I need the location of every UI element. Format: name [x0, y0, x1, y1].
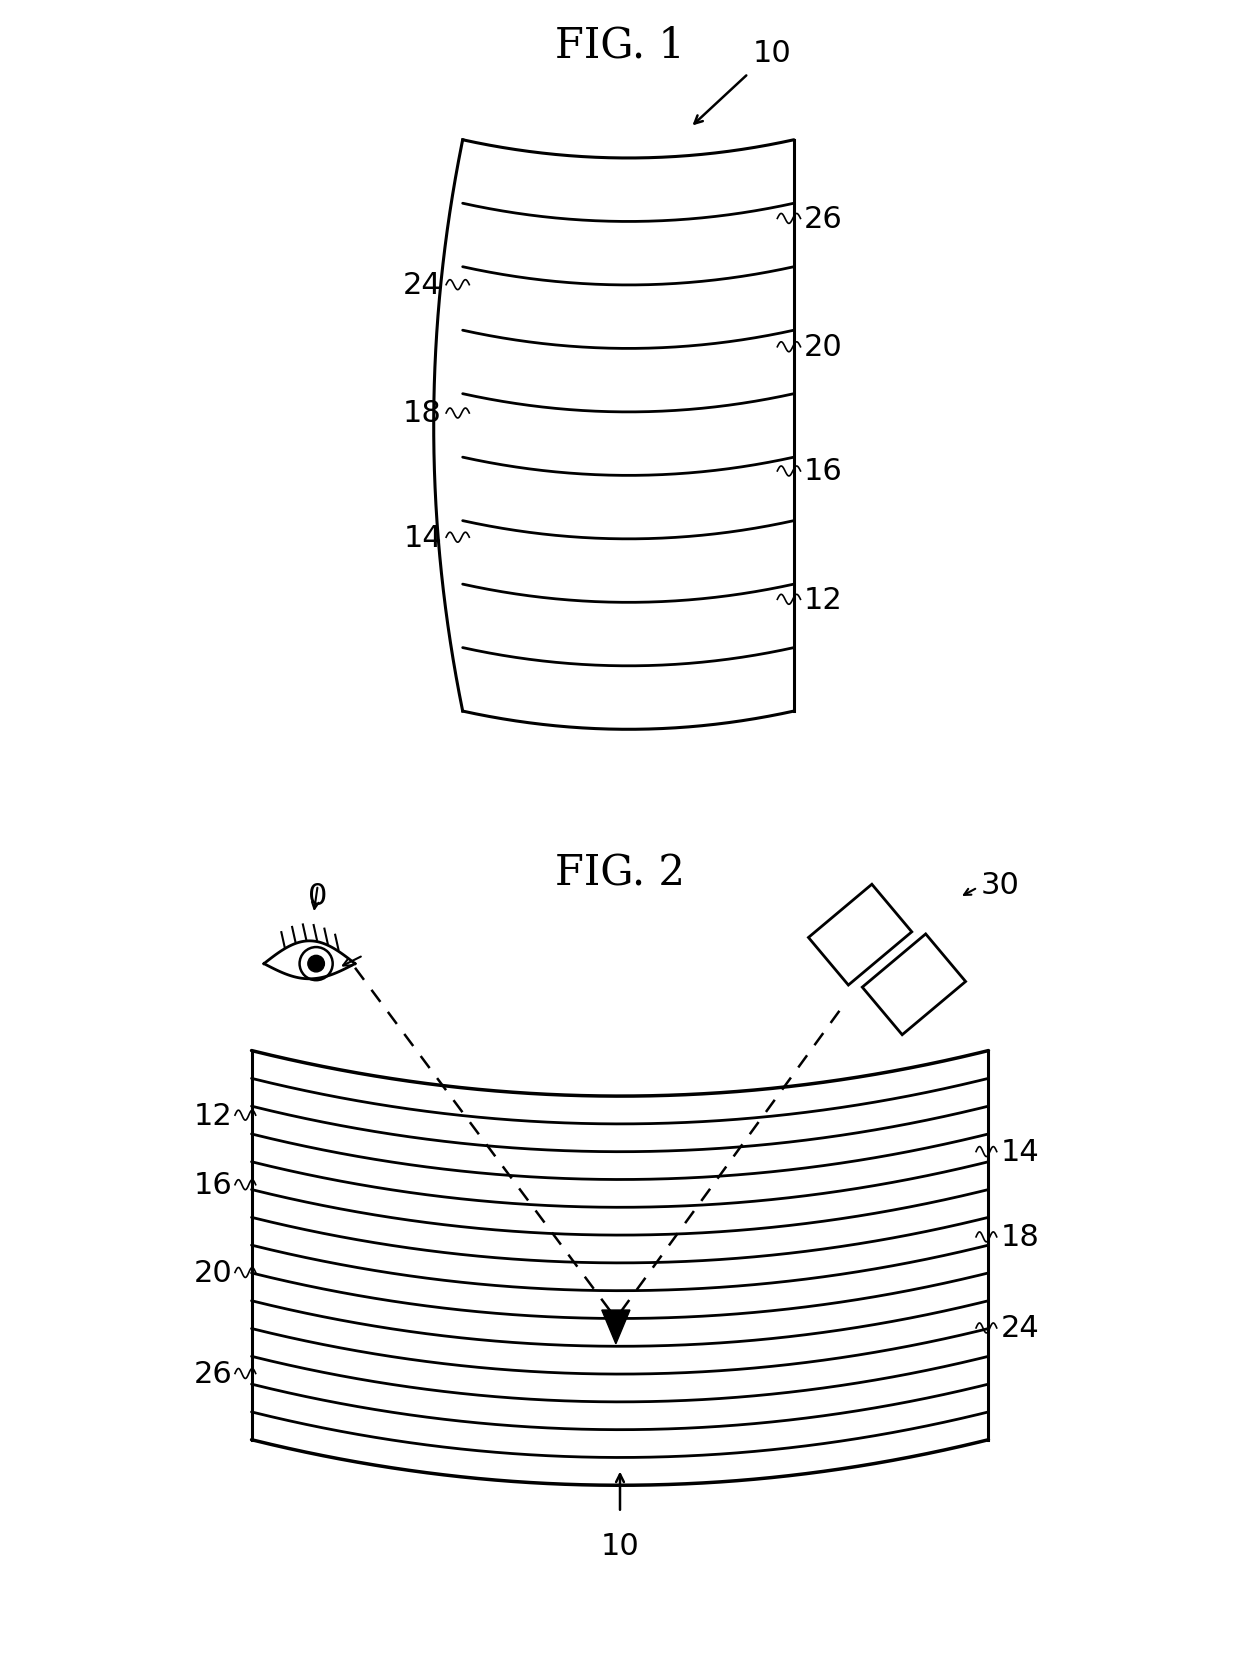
Polygon shape — [862, 935, 966, 1034]
Text: 12: 12 — [193, 1101, 232, 1130]
Text: 0: 0 — [308, 880, 327, 910]
Text: 20: 20 — [804, 333, 842, 362]
Polygon shape — [808, 885, 911, 985]
Text: 16: 16 — [804, 457, 842, 487]
Text: FIG. 2: FIG. 2 — [556, 852, 684, 894]
Polygon shape — [601, 1311, 630, 1344]
Text: 14: 14 — [403, 523, 441, 553]
Text: FIG. 1: FIG. 1 — [556, 25, 684, 66]
Text: 14: 14 — [1001, 1137, 1039, 1167]
Text: 26: 26 — [193, 1359, 232, 1389]
Text: 18: 18 — [403, 399, 441, 429]
Text: 24: 24 — [1001, 1314, 1039, 1342]
Text: 26: 26 — [804, 205, 842, 233]
Text: 10: 10 — [600, 1531, 640, 1561]
Circle shape — [308, 955, 325, 973]
Text: 30: 30 — [980, 871, 1019, 900]
Text: 10: 10 — [753, 38, 791, 68]
Text: 12: 12 — [804, 586, 842, 614]
Text: 24: 24 — [403, 271, 441, 300]
Text: 18: 18 — [1001, 1223, 1040, 1251]
Text: 20: 20 — [193, 1258, 232, 1288]
Text: 16: 16 — [193, 1170, 232, 1200]
